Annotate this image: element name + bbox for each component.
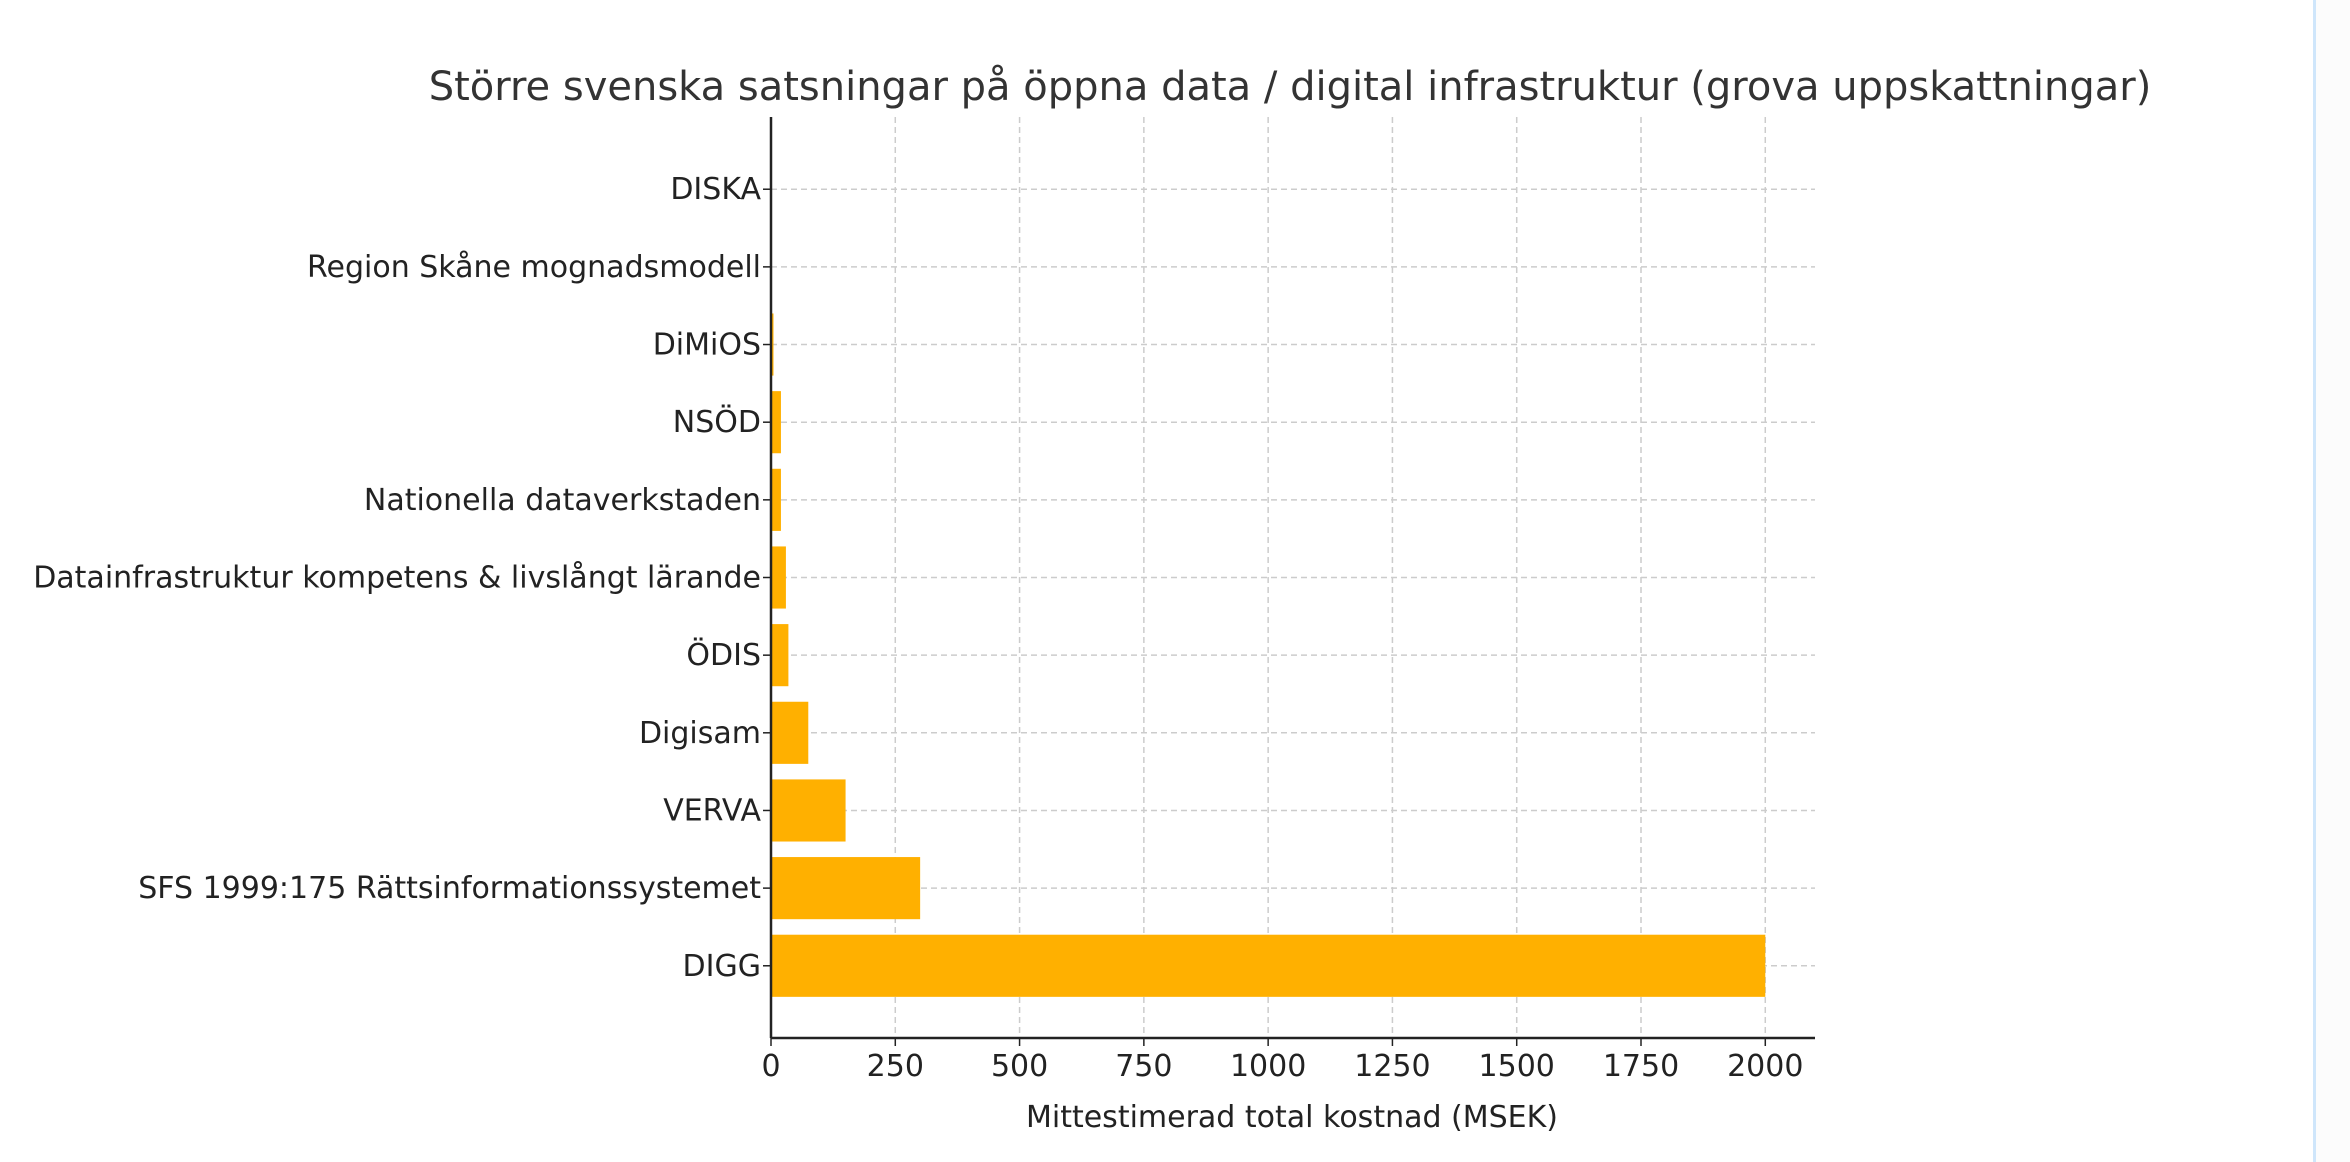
x-tick-label: 250 [867, 1049, 924, 1084]
side-panel-edge [2313, 0, 2350, 1162]
x-tick-label: 500 [991, 1049, 1048, 1084]
axes [763, 117, 1815, 1046]
y-tick-label: DIGG [683, 949, 761, 984]
bar [771, 701, 809, 764]
y-tick-label: Datainfrastruktur kompetens & livslångt … [33, 561, 761, 596]
x-tick-label: 1500 [1479, 1049, 1555, 1084]
chart-title: Större svenska satsningar på öppna data … [429, 64, 2152, 110]
x-tick-labels: 0 250 500 750 1000 1250 1500 1750 2000 [761, 1049, 1803, 1084]
bar [771, 934, 1766, 997]
x-tick-label: 0 [761, 1049, 780, 1084]
x-tick-label: 2000 [1727, 1049, 1803, 1084]
bar [771, 779, 846, 842]
grid [770, 117, 1815, 1038]
bar [771, 857, 921, 920]
x-tick-label: 1750 [1603, 1049, 1679, 1084]
y-tick-label: Region Skåne mognadsmodell [307, 250, 761, 285]
y-tick-label: Digisam [639, 716, 761, 751]
y-tick-label: SFS 1999:175 Rättsinformationssystemet [138, 871, 761, 906]
bars [771, 313, 1766, 997]
bar [771, 391, 781, 454]
x-tick-label: 1000 [1230, 1049, 1306, 1084]
y-tick-label: Nationella dataverkstaden [364, 483, 761, 518]
x-tick-label: 750 [1115, 1049, 1172, 1084]
y-tick-label: VERVA [663, 793, 761, 828]
y-tick-label: NSÖD [673, 404, 761, 440]
y-tick-labels: DIGG SFS 1999:175 Rättsinformationssystem… [33, 172, 761, 984]
y-tick-label: DiMiOS [653, 328, 761, 363]
y-tick-label: ÖDIS [686, 637, 761, 673]
y-tick-label: DISKA [670, 172, 761, 207]
x-tick-label: 1250 [1354, 1049, 1430, 1084]
bar [771, 468, 781, 531]
bar [771, 624, 789, 687]
bar [771, 546, 786, 609]
x-axis-label: Mittestimerad total kostnad (MSEK) [1026, 1100, 1558, 1135]
